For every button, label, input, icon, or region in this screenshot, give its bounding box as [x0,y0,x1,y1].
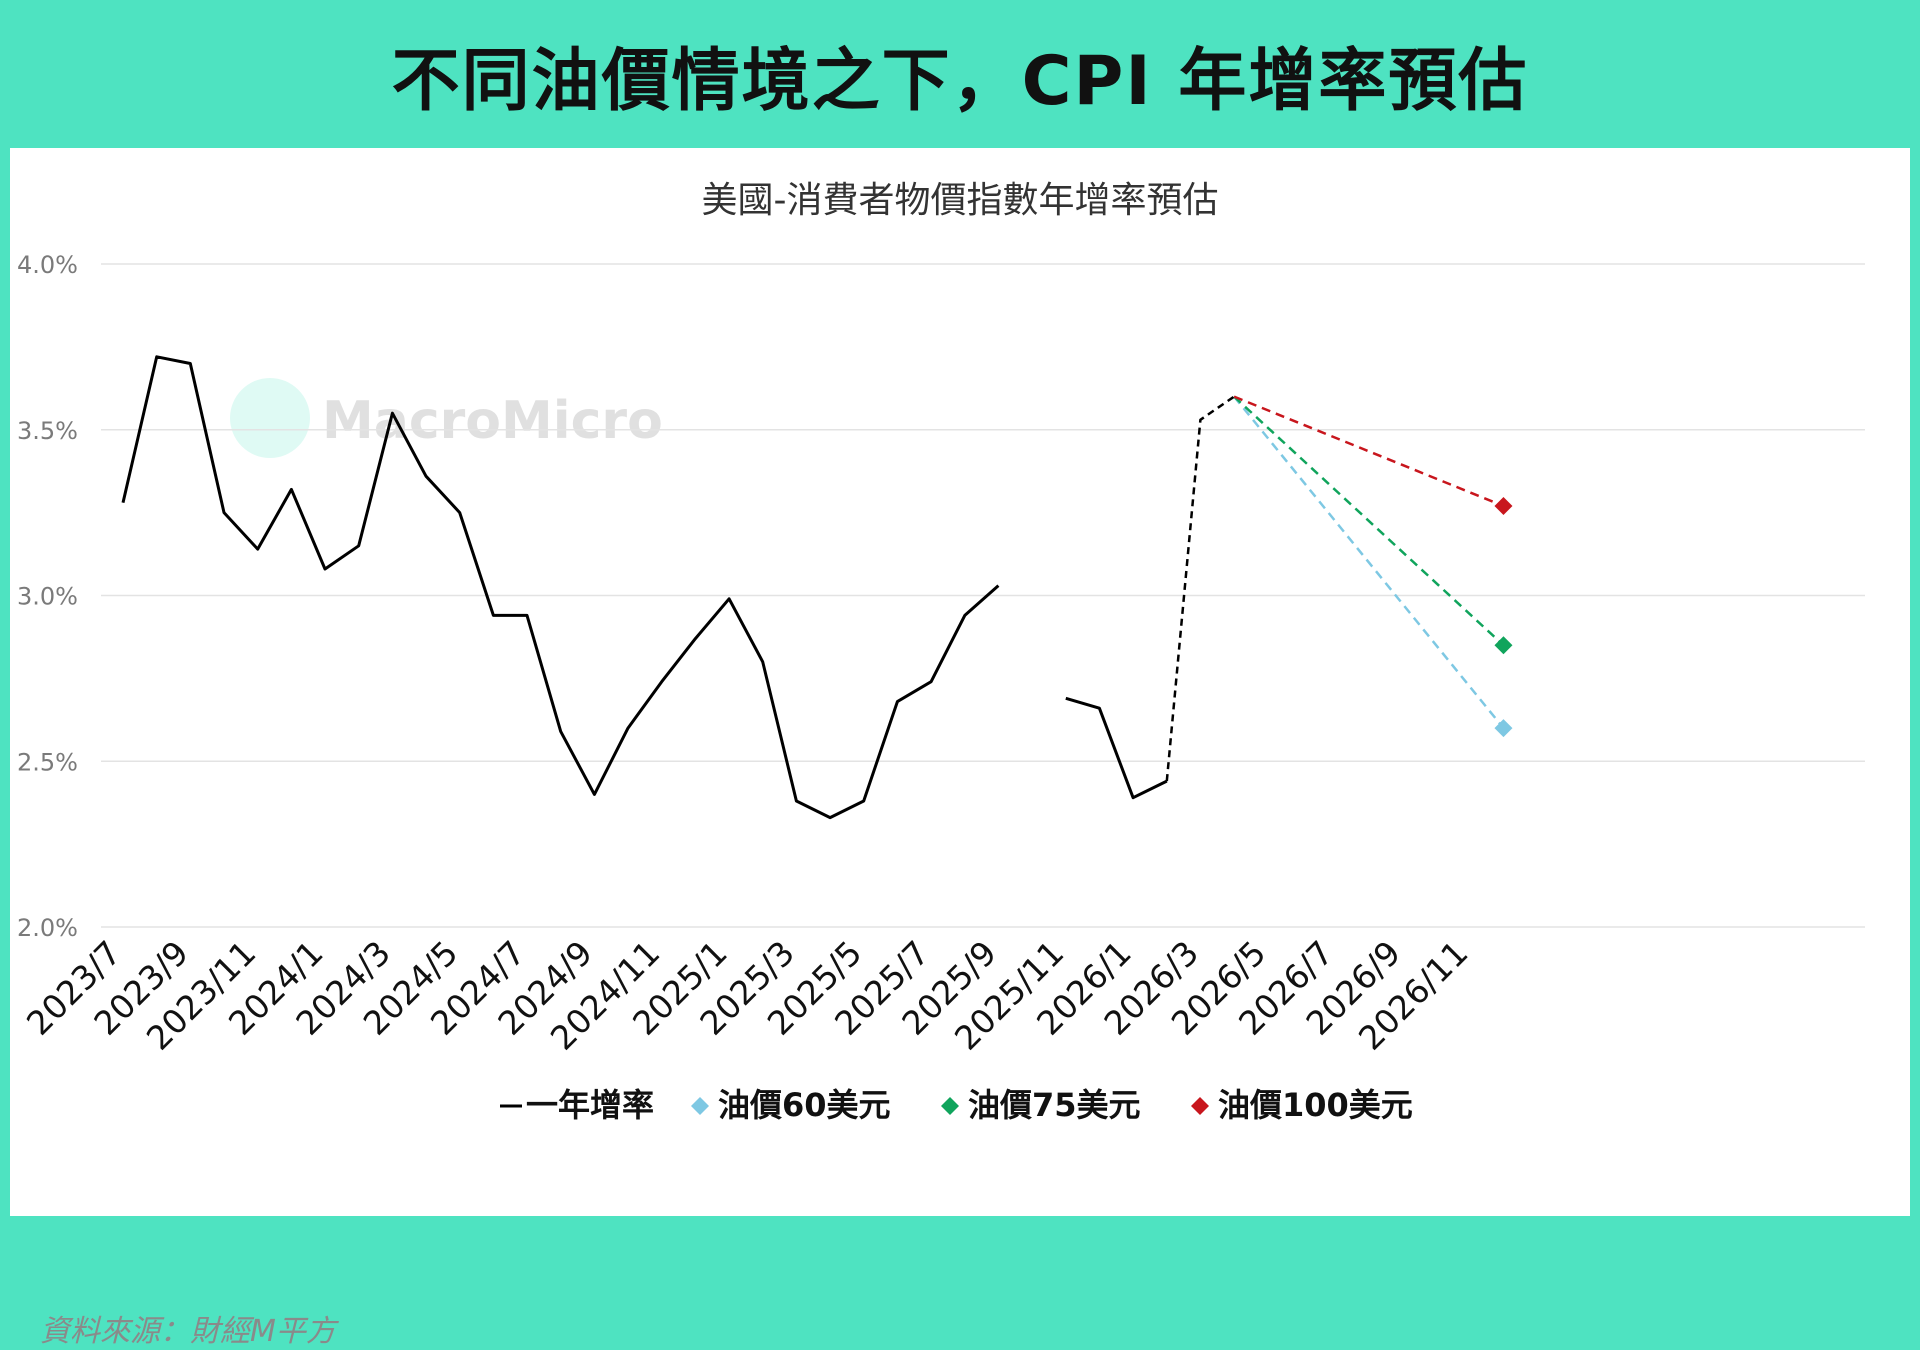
legend-item: 油價60美元 [691,1086,891,1124]
banner-title: 不同油價情境之下，CPI 年增率預估 [391,41,1529,121]
legend-label: 油價100美元 [1218,1086,1413,1124]
series-layer [121,355,1513,820]
scenario-line [1233,395,1505,647]
y-tick-label: 2.0% [17,914,78,942]
legend-item: 油價100美元 [1191,1086,1413,1124]
scenario-line [1233,395,1505,729]
cpi-forecast-chart: MacroMicro 美國-消費者物價指數年增率預估 4.0% 3.5% 3.0% 2… [17,180,1865,1124]
watermark-logo-icon [230,378,310,458]
legend-label: 油價60美元 [718,1086,891,1124]
source-note: 資料來源：財經M平方 [40,1314,336,1349]
title-banner: 不同油價情境之下，CPI 年增率預估 [0,0,1920,148]
legend-diamond-icon [941,1097,959,1115]
legend-diamond-icon [691,1097,709,1115]
x-axis-ticks: 2023/72023/92023/112024/12024/32024/5202… [19,933,1475,1058]
scenario-line [1233,395,1504,508]
chart-card: MacroMicro 美國-消費者物價指數年增率預估 4.0% 3.5% 3.0% 2… [10,148,1910,1349]
grid-lines [101,263,1865,928]
watermark: MacroMicro [230,378,663,458]
legend-label: 油價75美元 [968,1086,1141,1124]
scenario-end-marker [1494,719,1513,738]
scenario-end-marker [1494,496,1513,515]
legend: 一年增率 油價60美元 油價75美元 油價100美元 [500,1086,1413,1124]
actual-line-projected [1165,395,1235,782]
y-tick-label: 3.5% [17,417,78,445]
y-tick-label: 3.0% [17,583,78,611]
y-tick-label: 2.5% [17,748,78,776]
watermark-text: MacroMicro [322,391,663,451]
y-axis-ticks: 4.0% 3.5% 3.0% 2.5% 2.0% [17,251,78,942]
actual-line [1065,696,1168,800]
actual-line [121,355,1000,820]
y-tick-label: 4.0% [17,251,78,279]
legend-item: 油價75美元 [941,1086,1141,1124]
chart-title: 美國-消費者物價指數年增率預估 [702,180,1219,221]
legend-diamond-icon [1191,1097,1209,1115]
scenario-end-marker [1494,636,1513,655]
legend-item: 一年增率 [500,1086,654,1124]
legend-label: 一年增率 [526,1086,654,1124]
